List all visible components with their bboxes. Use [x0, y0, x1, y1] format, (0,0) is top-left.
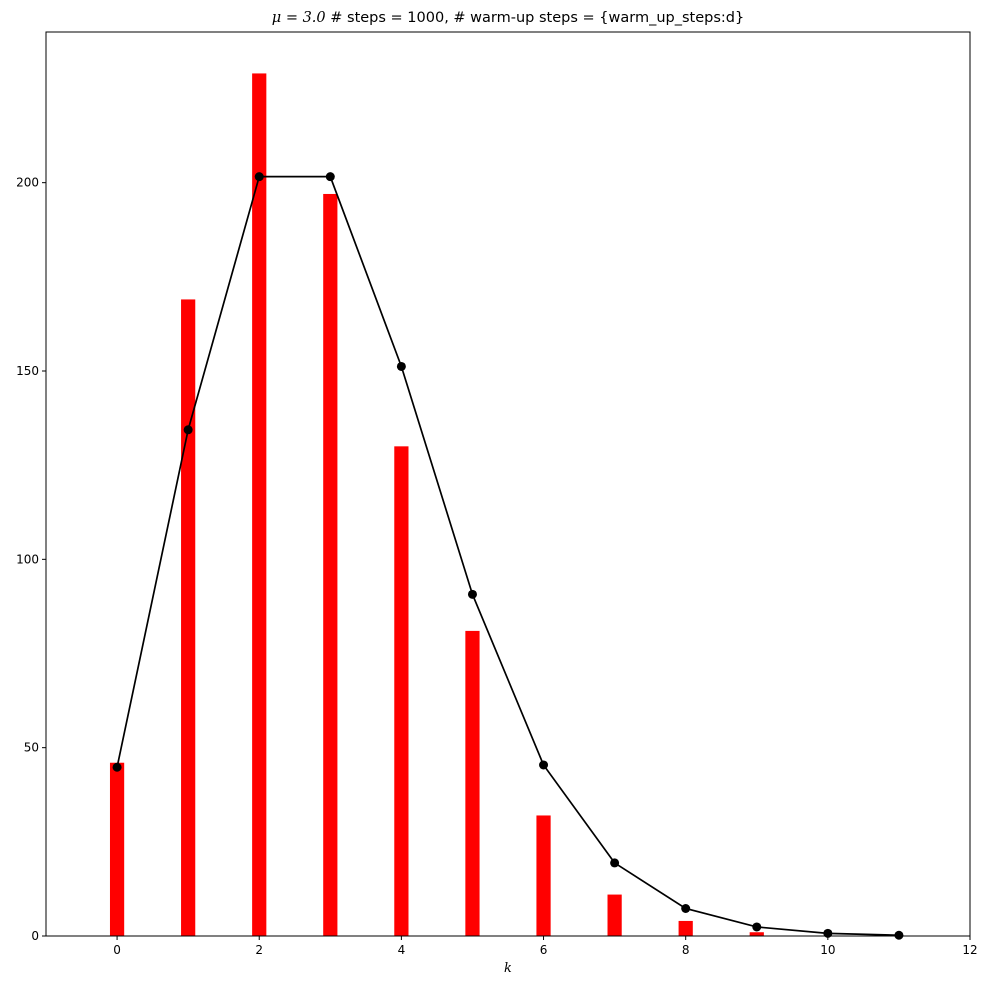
line-point	[112, 762, 122, 772]
bar	[607, 894, 622, 936]
chart-title-mu: μ = 3.0	[272, 10, 326, 26]
bar	[465, 630, 480, 936]
x-tick-label: 0	[113, 943, 121, 957]
line-point	[894, 930, 904, 940]
bar-series	[109, 73, 764, 936]
chart-title: μ = 3.0 # steps = 1000, # warm-up steps …	[272, 10, 744, 26]
y-tick-label: 50	[24, 741, 39, 755]
bar	[181, 299, 196, 936]
bar	[678, 920, 693, 936]
line-series	[112, 172, 904, 940]
line-point	[467, 589, 477, 599]
x-tick-label: 4	[398, 943, 406, 957]
y-axis: 0 50 100 150 200	[16, 176, 46, 943]
line-point	[325, 172, 335, 182]
x-tick-label: 6	[540, 943, 548, 957]
y-tick-label: 0	[31, 929, 39, 943]
bar	[252, 73, 267, 936]
x-tick-label: 8	[682, 943, 690, 957]
bar	[536, 815, 551, 936]
line-point	[183, 425, 193, 435]
line-point	[610, 858, 620, 868]
x-axis-label: k	[504, 961, 512, 976]
line-point	[681, 904, 691, 914]
bar	[749, 932, 764, 936]
line-point	[254, 172, 264, 182]
x-tick-label: 12	[962, 943, 977, 957]
bar	[394, 446, 409, 936]
y-tick-label: 100	[16, 552, 39, 566]
line-point	[752, 922, 762, 932]
bar	[109, 762, 125, 936]
line-point	[539, 760, 549, 770]
y-tick-label: 200	[16, 176, 39, 190]
plot-frame	[45, 31, 971, 937]
y-tick-label: 150	[16, 364, 39, 378]
x-tick-label: 10	[820, 943, 835, 957]
line-point	[396, 361, 406, 371]
series-line	[116, 175, 899, 937]
bar	[323, 193, 338, 936]
chart-title-text: # steps = 1000, # warm-up steps = {warm_…	[326, 10, 745, 26]
x-axis: 0 2 4 6 8 10 12	[113, 936, 978, 957]
x-tick-label: 2	[255, 943, 263, 957]
